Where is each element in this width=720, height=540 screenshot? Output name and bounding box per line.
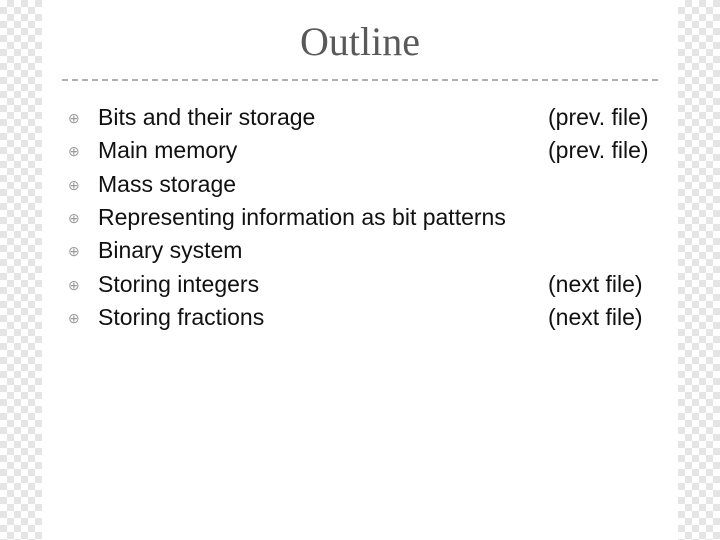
item-note: (prev. file) [548,134,658,167]
list-item: ⊕ Representing information as bit patter… [62,201,658,234]
item-text: Representing information as bit patterns [98,201,548,234]
outline-list: ⊕ Bits and their storage (prev. file) ⊕ … [62,101,658,334]
list-item: ⊕ Main memory (prev. file) [62,134,658,167]
bullet-icon: ⊕ [68,244,98,258]
list-item: ⊕ Mass storage [62,168,658,201]
item-text: Main memory [98,134,548,167]
bullet-icon: ⊕ [68,178,98,192]
title-divider [62,79,658,81]
list-item: ⊕ Storing fractions (next file) [62,301,658,334]
item-note: (next file) [548,268,658,301]
list-item: ⊕ Bits and their storage (prev. file) [62,101,658,134]
item-text: Bits and their storage [98,101,548,134]
bullet-icon: ⊕ [68,311,98,325]
bullet-icon: ⊕ [68,278,98,292]
item-note: (next file) [548,301,658,334]
list-item: ⊕ Binary system [62,234,658,267]
slide-title: Outline [62,18,658,65]
item-note: (prev. file) [548,101,658,134]
left-checker-border [0,0,42,540]
bullet-icon: ⊕ [68,211,98,225]
item-text: Storing fractions [98,301,548,334]
list-item: ⊕ Storing integers (next file) [62,268,658,301]
right-checker-border [678,0,720,540]
slide-content: Outline ⊕ Bits and their storage (prev. … [42,0,678,540]
item-text: Binary system [98,234,548,267]
bullet-icon: ⊕ [68,144,98,158]
item-text: Storing integers [98,268,548,301]
item-text: Mass storage [98,168,548,201]
bullet-icon: ⊕ [68,111,98,125]
